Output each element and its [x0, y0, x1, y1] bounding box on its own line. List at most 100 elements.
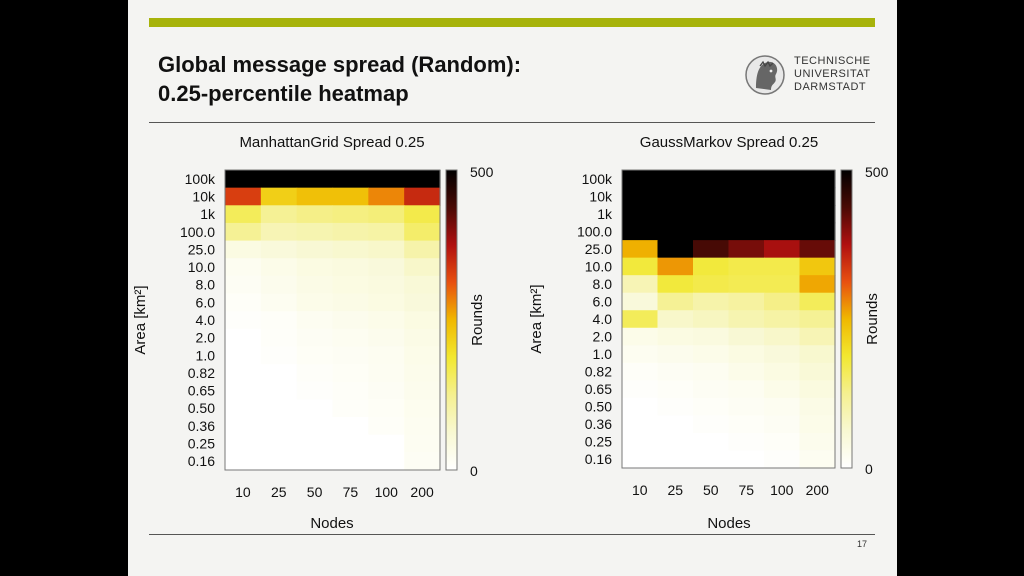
chart2-cell	[657, 292, 694, 311]
chart2-cell	[622, 222, 659, 241]
chart1-cell	[260, 258, 298, 277]
chart2-cell	[764, 240, 801, 259]
chart1-cell	[332, 222, 369, 242]
chart2-y-tick: 0.65	[585, 381, 612, 397]
chart2-cell	[657, 345, 694, 364]
chart1-y-tick: 0.36	[188, 418, 215, 434]
chart2-cell	[799, 170, 836, 189]
chart2-cell	[693, 327, 730, 346]
chart1-cell	[332, 170, 369, 189]
chart2-cell	[728, 415, 765, 434]
chart2-cell	[657, 415, 694, 434]
chart2-cell	[799, 240, 836, 259]
chart2-y-axis-label: Area [km²]	[528, 284, 545, 353]
chart2-cell	[764, 362, 801, 381]
chart1-cell	[225, 328, 262, 348]
chart2-cell	[764, 310, 801, 329]
chart2-y-tick: 100k	[582, 171, 613, 187]
chart1-cell	[296, 346, 334, 365]
chart2-cell	[657, 380, 694, 399]
chart2-cell	[693, 432, 730, 452]
chart2-cell	[657, 275, 694, 294]
chart2-cell	[728, 310, 765, 329]
logo-line-3: DARMSTADT	[794, 81, 867, 93]
chart1-cell	[404, 381, 441, 401]
chart2-y-tick: 0.50	[585, 399, 612, 415]
chart2-cell	[799, 380, 836, 399]
chart2-cell	[764, 345, 801, 364]
chart1-colorbar	[445, 169, 458, 471]
chart1-y-tick: 4.0	[196, 312, 216, 328]
chart1-cell	[296, 170, 334, 189]
slide-title-line2: 0.25-percentile heatmap	[158, 81, 409, 106]
chart1-cell	[332, 434, 369, 453]
chart2-y-tick: 10.0	[585, 258, 612, 274]
chart1-cell	[296, 452, 334, 471]
chart1-cell	[225, 222, 262, 242]
chart1-colorbar-label: Rounds	[469, 294, 486, 346]
chart2-cell	[622, 345, 659, 364]
chart2-cell	[728, 380, 765, 399]
chart1-y-tick: 0.25	[188, 436, 215, 452]
chart2-cell	[657, 310, 694, 329]
chart1-cell	[260, 417, 298, 436]
chart2-cell	[728, 397, 765, 417]
chart1-cell	[404, 205, 441, 224]
chart1-cell	[296, 434, 334, 453]
chart2-cell	[693, 450, 730, 469]
chart2-cell	[728, 345, 765, 364]
chart1-cell	[332, 293, 369, 312]
chart1-cell	[332, 258, 369, 277]
chart2-cell	[799, 310, 836, 329]
chart1-cell	[332, 364, 369, 383]
chart1-y-tick: 8.0	[196, 277, 216, 293]
chart1-cell	[260, 399, 298, 418]
chart1-cell	[260, 240, 298, 259]
chart2-cell	[622, 310, 659, 329]
chart1-cell	[225, 364, 262, 383]
chart1-cell	[296, 187, 334, 206]
chart2-cell	[728, 362, 765, 381]
chart2-cell	[657, 450, 694, 469]
chart1-cell	[368, 328, 405, 348]
chart2-cell	[764, 170, 801, 189]
chart1-x-tick: 75	[343, 484, 359, 500]
chart1-y-tick: 10.0	[188, 259, 215, 275]
chart2-cell	[693, 170, 730, 189]
chart1-cell	[296, 417, 334, 436]
logo-line-1: TECHNISCHE	[794, 55, 871, 67]
chart2-cell	[622, 170, 659, 189]
chart1-cell	[260, 311, 298, 330]
chart2-cell	[693, 310, 730, 329]
chart1-title: ManhattanGrid Spread 0.25	[239, 134, 424, 151]
chart1-x-axis-label: Nodes	[310, 515, 353, 532]
chart1-x-tick: 50	[307, 484, 323, 500]
chart1-cell	[404, 434, 441, 453]
chart1-cell	[368, 399, 405, 418]
chart1-cell	[260, 222, 298, 242]
chart1-cell	[332, 187, 369, 206]
chart1-cell	[225, 417, 262, 436]
chart2-cell	[622, 257, 659, 276]
chart1-y-axis-label: Area [km²]	[132, 285, 149, 354]
chart2-cell	[764, 275, 801, 294]
chart1-colorbar-tick-min: 0	[470, 463, 478, 479]
chart2-cell	[799, 450, 836, 469]
chart1-cell	[296, 222, 334, 242]
chart2-cell	[799, 205, 836, 224]
chart1-cell	[404, 346, 441, 365]
chart2-cell	[764, 327, 801, 346]
chart2-cell	[799, 292, 836, 311]
chart2-cell	[657, 187, 694, 206]
chart2-cell	[728, 187, 765, 206]
chart1-cell	[404, 240, 441, 259]
chart2-cell	[764, 222, 801, 241]
chart1-cell	[332, 417, 369, 436]
chart2-cell	[764, 397, 801, 417]
chart1-y-tick: 0.50	[188, 400, 215, 416]
chart2-cell	[799, 345, 836, 364]
chart1-cell	[225, 434, 262, 453]
chart1-cell	[225, 205, 262, 224]
chart2-colorbar-label: Rounds	[864, 293, 881, 345]
chart1-cell	[332, 381, 369, 401]
